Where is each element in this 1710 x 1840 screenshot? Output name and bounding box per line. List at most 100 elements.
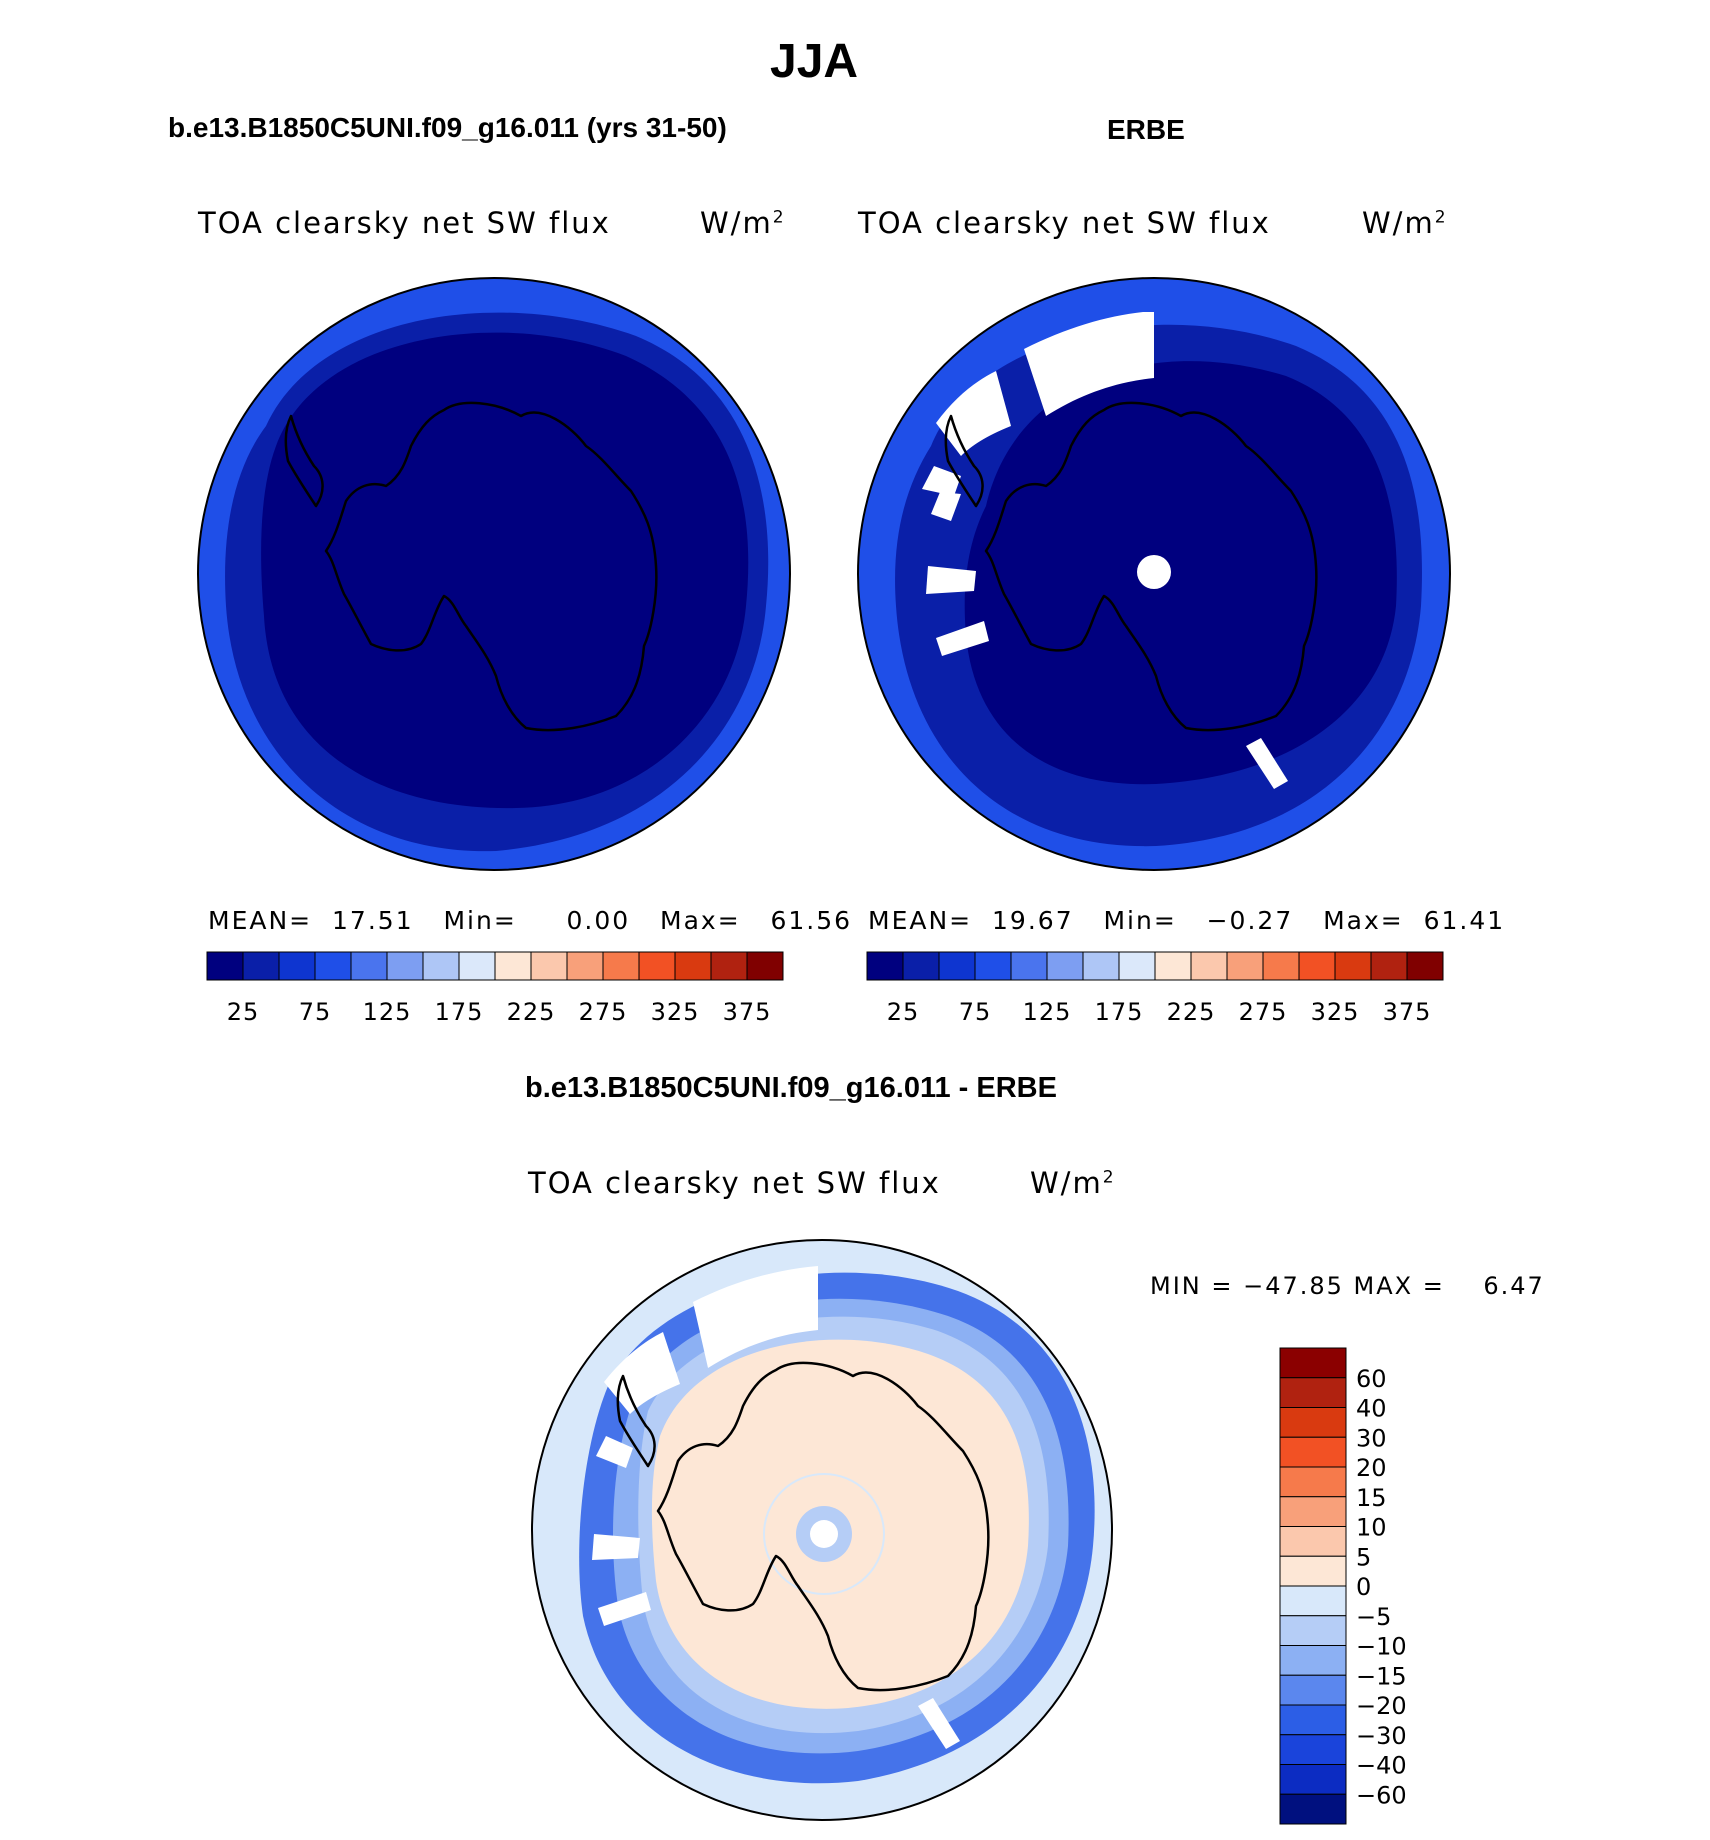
colorbar-swatch [1190, 951, 1228, 981]
diff-units-label: W/m2 [1030, 1166, 1116, 1200]
colorbar-swatch [1154, 951, 1192, 981]
colorbar-swatch [1279, 1793, 1347, 1825]
colorbar-tick-label: −30 [1356, 1722, 1407, 1750]
colorbar-swatch [1279, 1645, 1347, 1676]
colorbar-tick-label: 325 [651, 998, 700, 1026]
colorbar-tick-label: 25 [227, 998, 260, 1026]
colorbar-swatch [1279, 1496, 1347, 1527]
obs-units-label: W/m2 [1362, 206, 1448, 240]
obs-panel-title: ERBE [1107, 114, 1185, 145]
model-map-border [197, 277, 791, 871]
obs-colorbar: 25 75 125 175 225 275 325 375 [866, 951, 1444, 1026]
colorbar-tick-label: 10 [1356, 1514, 1387, 1542]
colorbar-tick-label: −5 [1356, 1603, 1391, 1631]
colorbar-swatch [314, 951, 352, 981]
colorbar-tick-label: −15 [1356, 1662, 1407, 1690]
model-antarctica-coastline [284, 401, 658, 732]
colorbar-swatch [1279, 1674, 1347, 1706]
colorbar-swatch [1279, 1407, 1347, 1438]
colorbar-swatch [638, 951, 676, 981]
colorbar-tick-label: 225 [507, 998, 556, 1026]
colorbar-swatch [386, 951, 424, 981]
colorbar-swatch [1406, 951, 1444, 981]
colorbar-swatch [1370, 951, 1408, 981]
colorbar-tick-label: 20 [1356, 1454, 1387, 1482]
colorbar-swatch [1279, 1734, 1347, 1765]
colorbar-tick-label: −60 [1356, 1781, 1407, 1809]
model-units-label: W/m2 [700, 206, 786, 240]
colorbar-tick-label: 30 [1356, 1424, 1387, 1452]
model-colorbar: 25 75 125 175 225 275 325 375 [206, 951, 784, 1026]
colorbar-swatch [938, 951, 976, 981]
colorbar-swatch [1046, 951, 1084, 981]
colorbar-tick-label: 125 [363, 998, 412, 1026]
diff-minmax: MIN = −47.85 MAX = 6.47 [1150, 1272, 1545, 1300]
colorbar-swatch [1118, 951, 1156, 981]
colorbar-tick-label: 75 [299, 998, 332, 1026]
colorbar-tick-label: 25 [887, 998, 920, 1026]
colorbar-swatch [1279, 1347, 1347, 1379]
colorbar-swatch [1010, 951, 1048, 981]
colorbar-swatch [1279, 1764, 1347, 1795]
obs-polar-map [857, 277, 1451, 871]
colorbar-swatch [974, 951, 1012, 981]
colorbar-tick-label: −10 [1356, 1633, 1407, 1661]
colorbar-tick-label: 275 [579, 998, 628, 1026]
model-panel-title: b.e13.B1850C5UNI.f09_g16.011 (yrs 31-50) [168, 112, 727, 143]
main-title: JJA [770, 35, 859, 88]
diff-polar-map [531, 1239, 1113, 1821]
colorbar-swatch [530, 951, 568, 981]
diff-panel-title: b.e13.B1850C5UNI.f09_g16.011 - ERBE [525, 1072, 1057, 1104]
colorbar-swatch [674, 951, 712, 981]
colorbar-swatch [1082, 951, 1120, 981]
colorbar-tick-label: 225 [1167, 998, 1216, 1026]
colorbar-swatch [1279, 1704, 1347, 1736]
model-interior [261, 332, 749, 809]
colorbar-swatch [1334, 951, 1372, 981]
colorbar-tick-label: 275 [1239, 998, 1288, 1026]
colorbar-swatch [1262, 951, 1300, 981]
colorbar-swatch [1279, 1466, 1347, 1498]
colorbar-tick-label: 15 [1356, 1484, 1387, 1512]
diff-variable-label: TOA clearsky net SW flux [528, 1166, 941, 1200]
colorbar-tick-label: 175 [435, 998, 484, 1026]
diff-antarctica-coastline [616, 1361, 990, 1692]
colorbar-swatch [1279, 1377, 1347, 1408]
obs-missing-data [922, 312, 1288, 789]
colorbar-tick-label: −40 [1356, 1752, 1407, 1780]
colorbar-swatch [422, 951, 460, 981]
colorbar-swatch [566, 951, 604, 981]
colorbar-swatch [1279, 1615, 1347, 1646]
colorbar-swatch [710, 951, 748, 981]
colorbar-swatch [1279, 1585, 1347, 1617]
colorbar-swatch [242, 951, 280, 981]
obs-antarctica-coastline [944, 401, 1318, 732]
obs-variable-label: TOA clearsky net SW flux [858, 206, 1271, 240]
colorbar-tick-label: 375 [723, 998, 772, 1026]
colorbar-tick-label: −20 [1356, 1692, 1407, 1720]
colorbar-swatch [866, 951, 904, 981]
colorbar-swatch [1279, 1555, 1347, 1587]
colorbar-tick-label: 175 [1095, 998, 1144, 1026]
colorbar-tick-label: 325 [1311, 998, 1360, 1026]
colorbar-swatch [458, 951, 496, 981]
colorbar-swatch [1279, 1526, 1347, 1557]
colorbar-tick-label: 5 [1356, 1543, 1371, 1571]
colorbar-swatch [602, 951, 640, 981]
colorbar-tick-label: 40 [1356, 1395, 1387, 1423]
model-polar-map [197, 277, 791, 871]
colorbar-tick-label: 0 [1356, 1573, 1371, 1601]
colorbar-swatch [494, 951, 532, 981]
model-variable-label: TOA clearsky net SW flux [198, 206, 611, 240]
colorbar-swatch [206, 951, 244, 981]
colorbar-swatch [1298, 951, 1336, 981]
colorbar-swatch [902, 951, 940, 981]
model-stats: MEAN= 17.51 Min= 0.00 Max= 61.56 [208, 906, 853, 935]
colorbar-tick-label: 375 [1383, 998, 1432, 1026]
colorbar-swatch [350, 951, 388, 981]
colorbar-swatch [278, 951, 316, 981]
colorbar-swatch [1279, 1436, 1347, 1468]
colorbar-tick-label: 60 [1356, 1365, 1387, 1393]
